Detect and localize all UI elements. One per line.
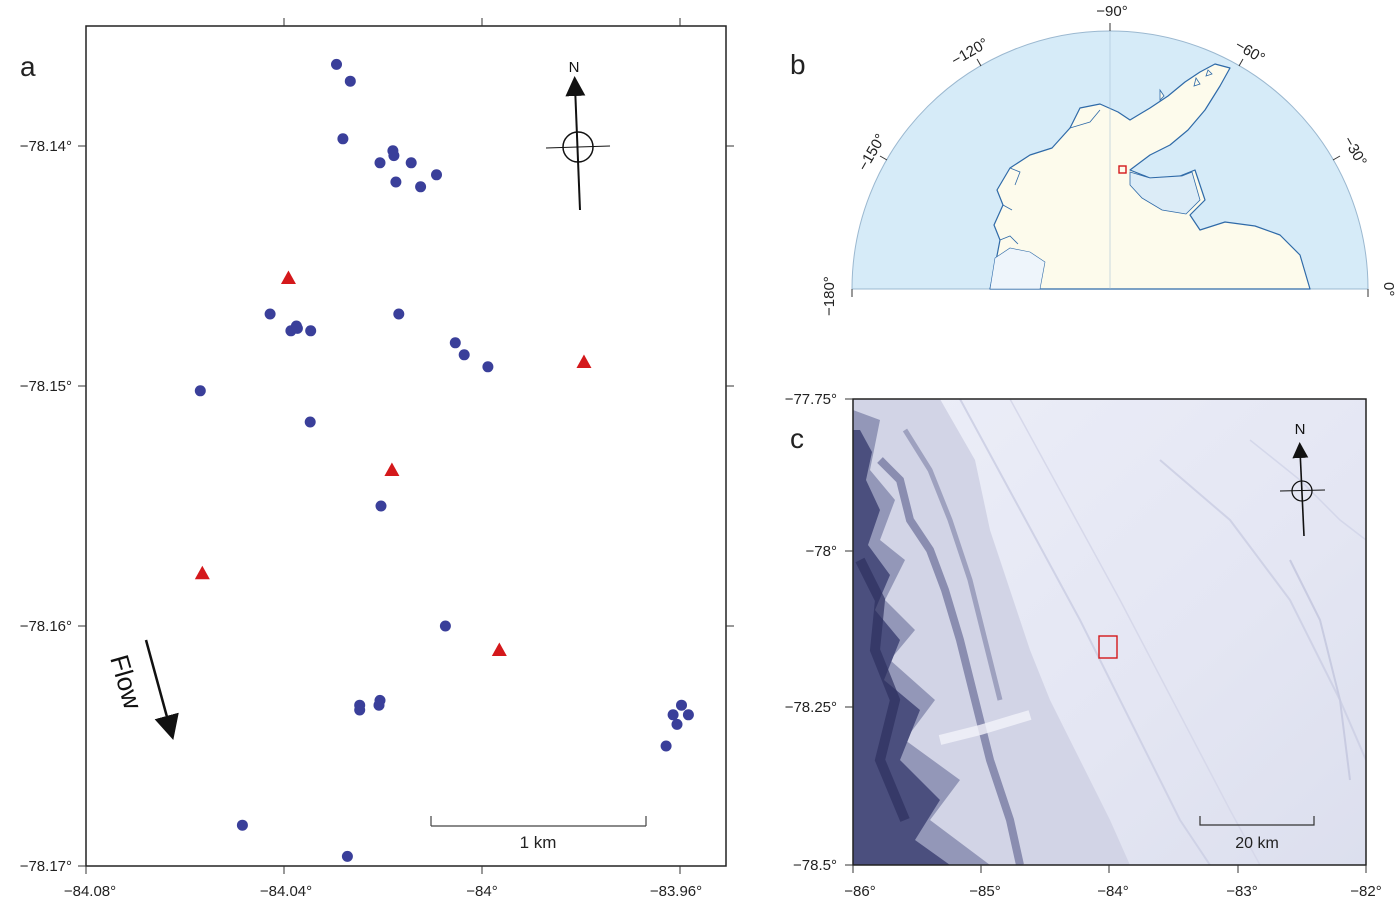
seismometer-station-dot xyxy=(667,709,679,721)
seismometer-station-dot xyxy=(264,308,276,320)
panel-a-flow-label: Flow xyxy=(104,651,148,712)
panel-a-scale-label: 1 km xyxy=(520,833,557,852)
panel-a-frame xyxy=(85,25,727,867)
panel-c-x-axis: −86° −85° −84° −83° −82° xyxy=(844,865,1382,900)
panel-a-x-tick-label: −84.04° xyxy=(260,883,312,900)
gps-station-triangle xyxy=(194,565,210,580)
seismometer-station-dot xyxy=(393,308,405,320)
panel-a-flow-arrow: Flow xyxy=(104,639,179,741)
panel-a-y-tick-label: −78.17° xyxy=(20,858,72,875)
panel-c-image xyxy=(853,399,1366,865)
panel-c-x-tick-label: −83° xyxy=(1226,883,1257,900)
seismometer-station-dot xyxy=(291,322,303,334)
seismometer-station-dot xyxy=(660,740,672,752)
panel-a-x-tick-label: −84° xyxy=(466,883,497,900)
panel-a-x-tick-label: −84.08° xyxy=(64,883,116,900)
seismometer-station-dot xyxy=(431,169,442,181)
panel-a-x-axis: −84.08° −84.04° −84° −83.96° xyxy=(64,18,702,900)
panel-b-letter: b xyxy=(790,49,806,80)
panel-c-north-arrow-icon: N xyxy=(1279,421,1326,537)
panel-c-study-area-marker xyxy=(1098,635,1118,659)
seismometer-station-dot xyxy=(449,337,461,349)
seismometer-station-dot xyxy=(388,150,400,162)
gps-station-triangle xyxy=(384,462,400,476)
panel-a-north-arrow-icon: N xyxy=(545,59,611,211)
seismometer-station-dot xyxy=(405,157,417,169)
seismometer-station-dot xyxy=(375,500,387,512)
panel-a-x-tick-label: −83.96° xyxy=(650,883,702,900)
panel-b-lon-label: −90° xyxy=(1096,3,1127,20)
panel-b-study-area-marker xyxy=(1118,165,1127,174)
gps-station-triangle xyxy=(491,642,507,656)
panel-a-station-map: a −84.08° −84.04° −84° −83.96° −78.14° xyxy=(20,18,734,900)
seismometer-station-dot xyxy=(374,157,386,169)
panel-c-letter: c xyxy=(790,423,804,454)
panel-c-x-tick-label: −86° xyxy=(844,883,875,900)
panel-c-north-label: N xyxy=(1295,421,1306,438)
seismometer-station-dot xyxy=(304,416,316,428)
panel-a-y-tick-label: −78.14° xyxy=(20,138,72,155)
seismometer-station-dot xyxy=(331,58,342,70)
panel-b-coast-detail xyxy=(999,109,1101,245)
panel-c-y-axis: −77.75° −78° −78.25° −78.5° xyxy=(785,391,853,874)
panel-b-ice-shelf xyxy=(1129,171,1201,215)
panel-b-land xyxy=(989,63,1311,290)
gps-station-triangle xyxy=(576,354,592,368)
seismometer-station-dot xyxy=(373,699,385,711)
panel-b-overview-map: b −90° −120° −60° −150° −30° −18 xyxy=(790,3,1397,316)
panel-c-y-tick-label: −77.75° xyxy=(785,391,837,408)
seismometer-station-dot xyxy=(354,704,366,716)
panel-b-islands xyxy=(1159,69,1213,101)
panel-a-letter: a xyxy=(20,51,36,82)
seismometer-station-dot xyxy=(390,176,402,188)
panel-c-scale-bar: 20 km xyxy=(1199,816,1315,852)
seismometer-station-dot xyxy=(458,349,470,361)
panel-b-lon-label: −60° xyxy=(1232,37,1268,67)
panel-c-satellite-map: c −86° −85° xyxy=(785,391,1382,900)
panel-c-x-tick-label: −82° xyxy=(1350,883,1381,900)
seismometer-station-dot xyxy=(337,133,349,145)
seismometer-station-dot xyxy=(236,819,248,831)
panel-b-lon-label: −180° xyxy=(821,276,838,316)
panel-a-markers xyxy=(194,58,694,862)
seismometer-station-dot xyxy=(194,385,206,397)
panel-a-north-label: N xyxy=(569,59,580,76)
seismometer-station-dot xyxy=(305,325,317,337)
panel-c-x-tick-label: −84° xyxy=(1097,883,1128,900)
panel-a-scale-bar: 1 km xyxy=(430,816,647,852)
panel-a-y-tick-label: −78.15° xyxy=(20,378,72,395)
panel-c-y-tick-label: −78.25° xyxy=(785,699,837,716)
panel-a-y-tick-label: −78.16° xyxy=(20,618,72,635)
panel-c-x-tick-label: −85° xyxy=(969,883,1000,900)
gps-station-triangle xyxy=(280,270,296,284)
panel-b-lon-label: −30° xyxy=(1340,134,1370,170)
seismometer-station-dot xyxy=(341,850,353,862)
seismometer-station-dot xyxy=(344,75,356,87)
panel-a-y-axis: −78.14° −78.15° −78.16° −78.17° xyxy=(20,138,734,875)
panel-b-meridian-ticks xyxy=(851,23,1369,297)
seismometer-station-dot xyxy=(482,361,494,373)
seismometer-station-dot xyxy=(415,181,427,193)
seismometer-station-dot xyxy=(676,699,687,711)
seismometer-station-dot xyxy=(671,718,683,730)
seismometer-station-dot xyxy=(682,709,694,721)
panel-c-scale-label: 20 km xyxy=(1235,835,1279,852)
panel-b-lon-label: 0° xyxy=(1380,282,1397,296)
panel-c-y-tick-label: −78.5° xyxy=(793,857,837,874)
seismometer-station-dot xyxy=(439,620,451,632)
panel-b-ice-shelf-west xyxy=(989,247,1046,290)
panel-c-y-tick-label: −78° xyxy=(806,543,837,560)
